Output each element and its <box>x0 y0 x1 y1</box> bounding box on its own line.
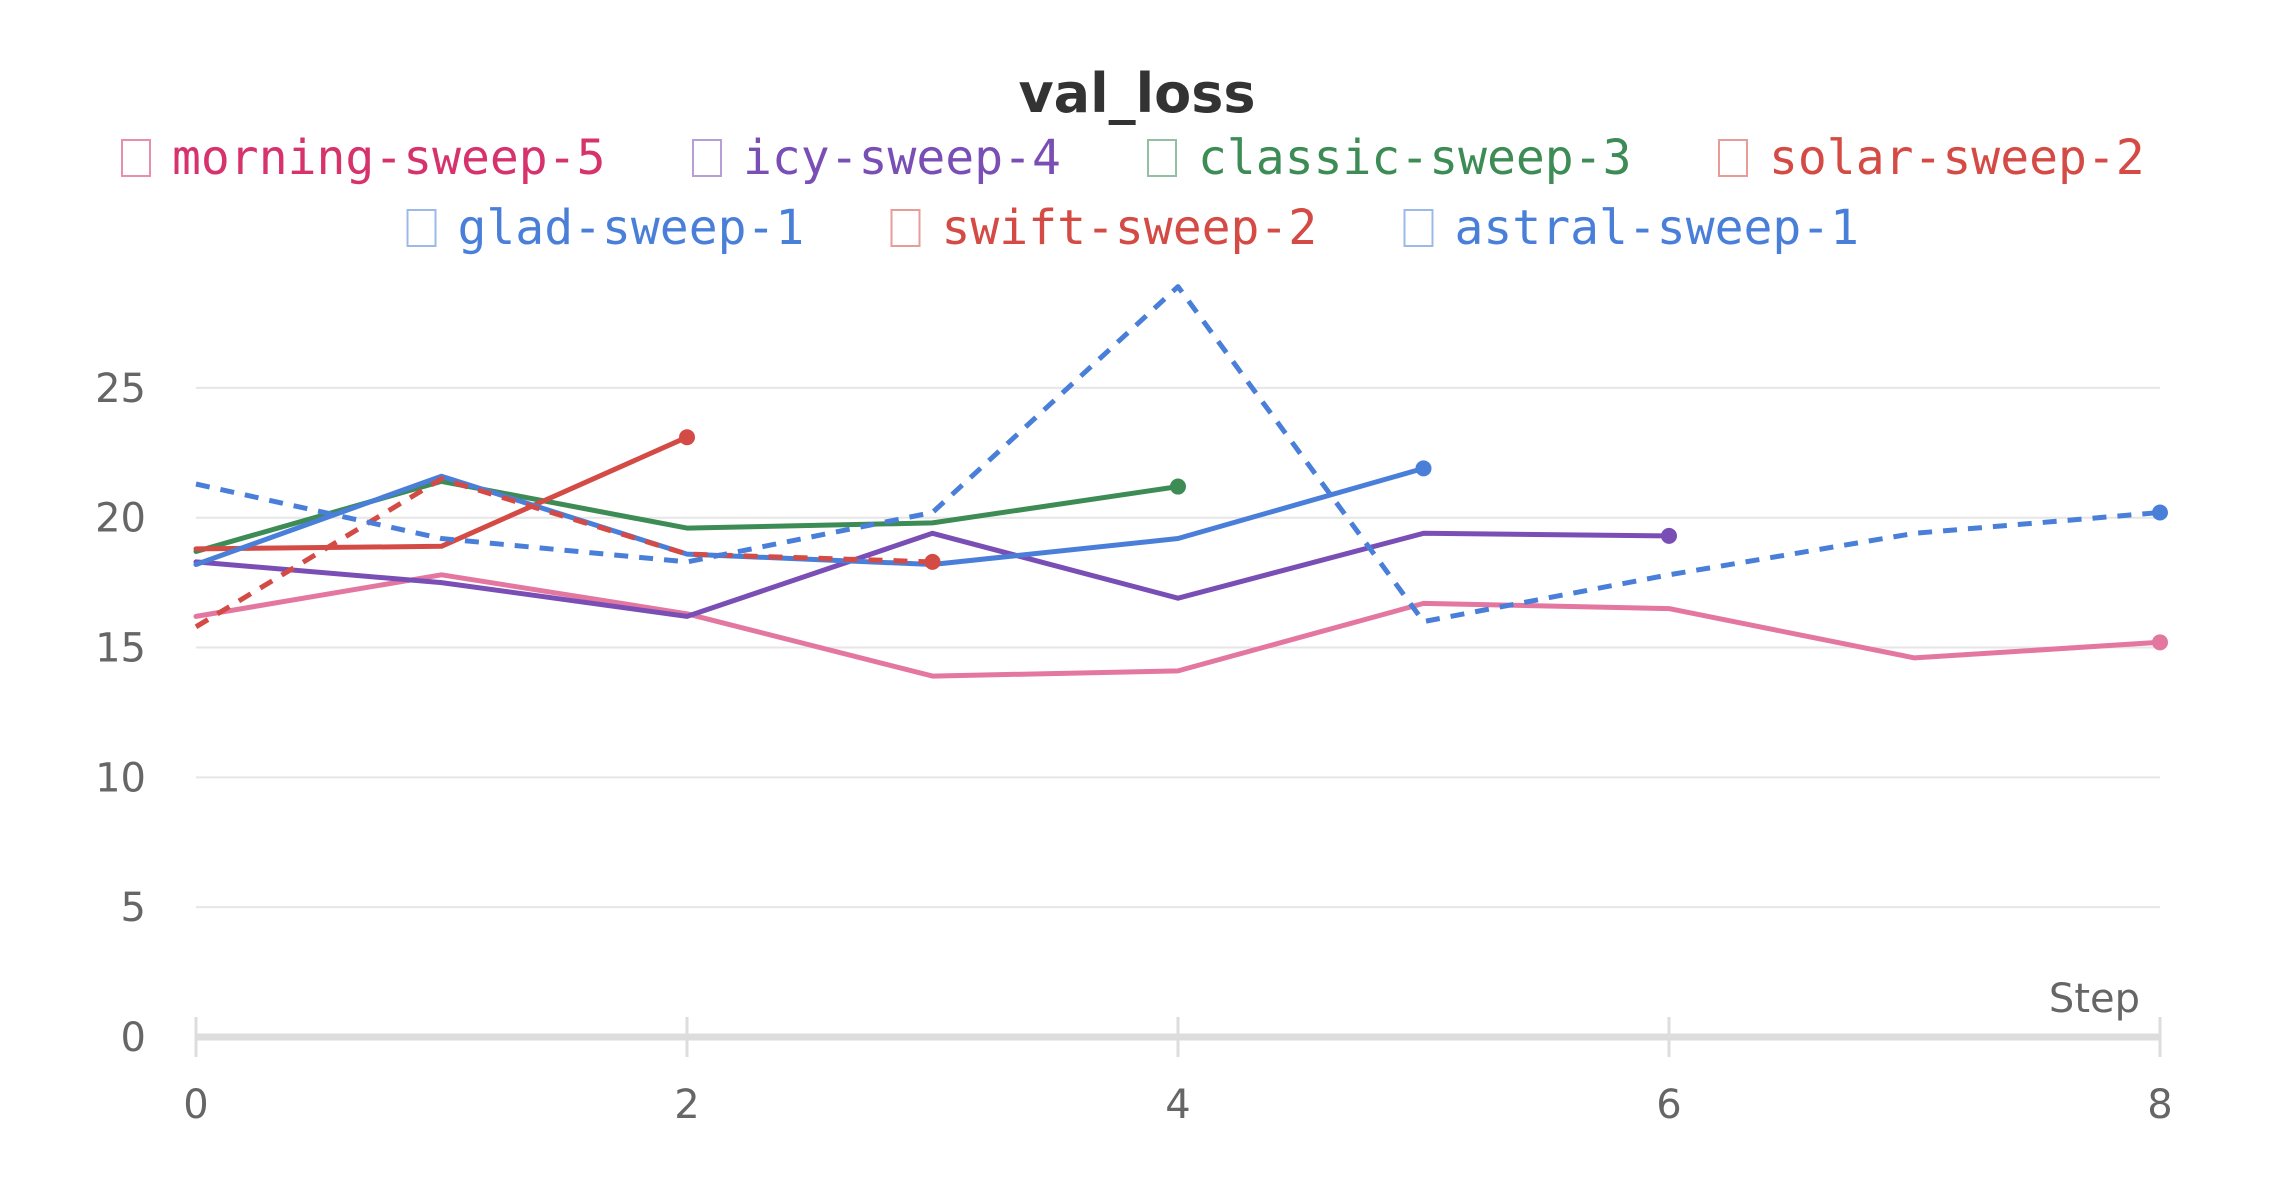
series-line-glad-sweep-1[interactable] <box>193 465 1426 567</box>
x-tick-label: 4 <box>1165 1082 1190 1128</box>
series-end-point[interactable] <box>2152 634 2168 651</box>
series-line-morning-sweep-5[interactable] <box>193 572 2163 679</box>
series-layer <box>193 284 2168 679</box>
series-line-astral-sweep-1[interactable] <box>195 284 2161 625</box>
x-axis: 0 2 4 6 8 <box>183 1017 2173 1128</box>
series-end-point[interactable] <box>924 553 941 570</box>
legend-swatch <box>692 139 722 177</box>
legend-swatch <box>890 209 921 247</box>
y-tick-label: 0 <box>121 1015 146 1061</box>
legend-label: classic-sweep-3 <box>1198 130 1631 186</box>
series-line-swift-sweep-2[interactable] <box>194 476 933 629</box>
legend-item[interactable]: solar-sweep-2 <box>1718 130 2145 186</box>
series-end-point[interactable] <box>679 429 695 446</box>
legend-label: icy-sweep-4 <box>743 130 1061 186</box>
legend: morning-sweep-5 icy-sweep-4 classic-sweep-… <box>121 130 2145 256</box>
legend-item[interactable]: glad-sweep-1 <box>406 200 805 256</box>
legend-swatch <box>1403 209 1434 247</box>
legend-label: morning-sweep-5 <box>172 130 605 186</box>
legend-item[interactable]: swift-sweep-2 <box>890 200 1318 256</box>
legend-swatch <box>121 139 151 177</box>
series-end-point[interactable] <box>1661 527 1677 544</box>
legend-swatch <box>1147 139 1177 177</box>
legend-item[interactable]: morning-sweep-5 <box>121 130 605 186</box>
legend-item[interactable]: astral-sweep-1 <box>1403 200 1860 256</box>
legend-label: swift-sweep-2 <box>942 200 1318 256</box>
legend-item[interactable]: classic-sweep-3 <box>1147 130 1631 186</box>
chart-title: val_loss <box>1018 62 1255 125</box>
legend-swatch <box>406 209 437 247</box>
y-tick-label: 10 <box>95 755 146 801</box>
legend-label: solar-sweep-2 <box>1769 130 2145 186</box>
series-end-point[interactable] <box>2152 504 2168 521</box>
x-tick-label: 2 <box>674 1082 699 1128</box>
legend-item[interactable]: icy-sweep-4 <box>692 130 1061 186</box>
series-line-solar-sweep-2[interactable] <box>193 434 690 552</box>
series-line-icy-sweep-4[interactable] <box>193 530 1672 619</box>
x-tick-label: 6 <box>1656 1082 1681 1128</box>
legend-swatch <box>1718 139 1748 177</box>
series-end-point[interactable] <box>1415 460 1432 477</box>
x-axis-title: Step <box>2049 976 2140 1022</box>
x-tick-label: 8 <box>2147 1082 2172 1128</box>
y-axis: 0 5 10 15 20 25 <box>95 366 146 1061</box>
legend-label: glad-sweep-1 <box>458 200 805 256</box>
y-tick-label: 5 <box>121 885 146 931</box>
x-tick-label: 0 <box>183 1082 208 1128</box>
y-tick-label: 20 <box>95 496 146 542</box>
legend-label: astral-sweep-1 <box>1455 200 1860 256</box>
series-end-point[interactable] <box>1170 478 1186 495</box>
grid-lines <box>196 386 2160 909</box>
y-tick-label: 25 <box>95 366 146 412</box>
y-tick-label: 15 <box>95 626 146 672</box>
